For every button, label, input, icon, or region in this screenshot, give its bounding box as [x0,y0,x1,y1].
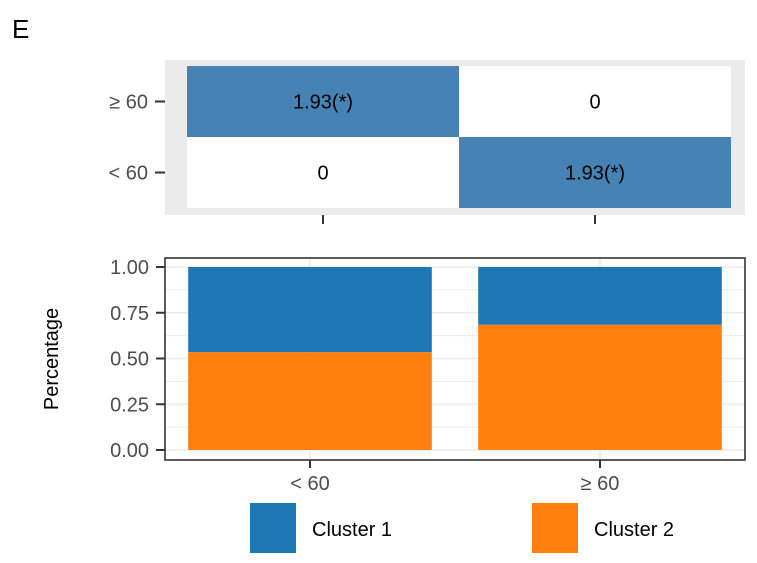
heatmap-cell-label: 0 [317,163,328,185]
y-tick-label: 0.75 [110,303,149,325]
heatmap-chart: 1.93(*) 0 0 1.93(*) ≥ 60 < 60 [109,60,745,224]
y-tick-label: 0.00 [110,440,149,462]
x-tick-label: ≥ 60 [581,473,620,495]
y-axis-title: Percentage [41,308,63,410]
heatmap-cell-label: 0 [589,92,600,114]
legend-swatch-cluster-1 [250,503,296,553]
y-tick-label: 1.00 [110,257,149,279]
y-tick-label: 0.25 [110,394,149,416]
panel-label: E [12,14,29,44]
heatmap-cell [459,137,731,208]
heatmap-cell [187,66,459,137]
heatmap-cell [187,137,459,208]
heatmap-y-tick-label: ≥ 60 [109,92,148,114]
y-tick-label: 0.50 [110,349,149,371]
bar-segment-cluster-2 [188,352,432,450]
bar-segment-cluster-1 [478,267,722,325]
legend: Cluster 1 Cluster 2 [250,503,674,553]
x-tick-label: < 60 [290,473,329,495]
bar-segment-cluster-2 [478,324,722,450]
bar-segment-cluster-1 [188,267,432,353]
heatmap-cell-label: 1.93(*) [293,92,353,114]
heatmap-cell [459,66,731,137]
heatmap-cell-label: 1.93(*) [565,163,625,185]
legend-swatch-cluster-2 [532,503,578,553]
legend-label: Cluster 2 [594,519,674,541]
stacked-bar-chart: 0.00 0.25 0.50 0.75 1.00 < 60 ≥ 60 Percentage [41,257,746,495]
heatmap-y-tick-label: < 60 [109,163,148,185]
legend-label: Cluster 1 [312,519,392,541]
